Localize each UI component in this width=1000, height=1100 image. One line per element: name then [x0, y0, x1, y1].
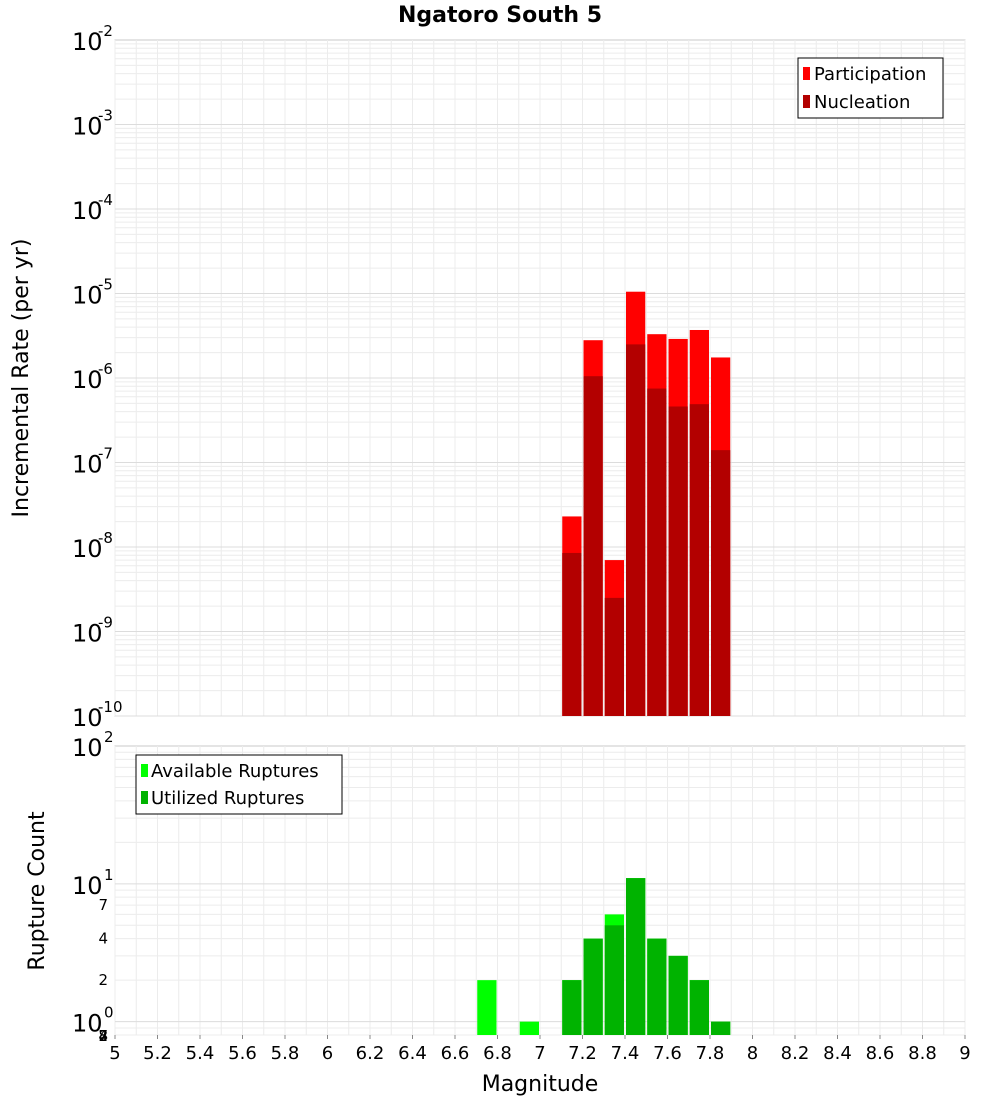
x-tick-label: 8.8 [908, 1043, 937, 1064]
bottom-y-tick-exponent: 0 [104, 1004, 114, 1022]
top-y-tick-base: 10 [72, 366, 103, 394]
top-y-tick-base: 10 [72, 113, 103, 141]
utilized-ruptures-bar [626, 878, 646, 1035]
bottom-y-minor-tick: 2 [98, 1027, 108, 1045]
legend-utilized-ruptures: Utilized Ruptures [151, 788, 304, 809]
legend-participation: Participation [814, 64, 926, 85]
x-tick-label: 8.6 [866, 1043, 895, 1064]
bottom-y-minor-tick: 7 [98, 896, 108, 914]
top-y-tick-base: 10 [72, 535, 103, 563]
x-tick-label: 6.6 [441, 1043, 470, 1064]
utilized-ruptures-bar [562, 980, 582, 1035]
bottom-y-minor-tick: 8 [98, 1027, 108, 1045]
bottom-y-tick-base: 10 [72, 872, 103, 900]
x-tick-label: 8 [747, 1043, 758, 1064]
bottom-legend: Available Ruptures Utilized Ruptures [135, 754, 343, 815]
bottom-bars [477, 878, 731, 1035]
top-y-tick-exponent: -5 [98, 276, 113, 294]
top-y-tick-exponent: -4 [98, 191, 113, 209]
top-legend: Participation Nucleation [797, 57, 944, 119]
bottom-y-tick-exponent: 2 [104, 728, 114, 746]
utilized-ruptures-bar [668, 955, 688, 1035]
top-y-ticks: 10-210-310-410-510-610-710-810-910-10 [72, 22, 123, 732]
x-tick-label: 5.8 [271, 1043, 300, 1064]
x-tick-label: 8.2 [781, 1043, 810, 1064]
x-tick-label: 5.2 [143, 1043, 172, 1064]
utilized-ruptures-bar [647, 938, 667, 1035]
top-y-tick-exponent: -8 [98, 529, 113, 547]
top-y-tick-exponent: -10 [98, 698, 123, 716]
x-tick-label: 7.8 [696, 1043, 725, 1064]
x-tick-label: 6 [322, 1043, 333, 1064]
top-grid [114, 40, 966, 717]
available-ruptures-bar [477, 980, 497, 1035]
top-legend-box [797, 57, 944, 119]
bottom-legend-box [135, 754, 343, 815]
utilized-swatch [141, 791, 148, 804]
x-tick-label: 5 [109, 1043, 120, 1064]
x-tick-label: 6.2 [356, 1043, 385, 1064]
bottom-y-tick-base: 10 [72, 1010, 103, 1038]
top-y-tick-exponent: -7 [98, 445, 113, 463]
nucleation-bar [604, 597, 624, 716]
legend-nucleation: Nucleation [814, 92, 910, 113]
top-y-tick-base: 10 [72, 282, 103, 310]
bottom-y-tick-base: 10 [72, 734, 103, 762]
top-y-tick-base: 10 [72, 28, 103, 56]
x-tick-label: 6.8 [483, 1043, 512, 1064]
top-y-tick-exponent: -6 [98, 360, 113, 378]
top-y-tick-base: 10 [72, 620, 103, 648]
bottom-y-minor-tick: 4 [98, 1027, 108, 1045]
nucleation-bar [689, 404, 709, 716]
available-ruptures-bar [519, 1021, 539, 1035]
top-bars [562, 291, 731, 716]
bottom-y-minor-tick: 7 [98, 1027, 108, 1045]
top-y-tick-exponent: -9 [98, 614, 113, 632]
nucleation-swatch [803, 95, 810, 108]
x-ticks: 5 5.2 5.4 5.6 5.8 6 6.2 6.4 6.6 6.8 7 7.2 7.4 7.6 7.8 8… [109, 1035, 971, 1064]
x-tick-label: 5.4 [186, 1043, 215, 1064]
chart-title: Ngatoro South 5 [398, 3, 602, 28]
top-y-tick-base: 10 [72, 451, 103, 479]
x-tick-label: 9 [959, 1043, 970, 1064]
participation-swatch [803, 67, 810, 80]
bottom-y-minor-tick: 4 [98, 930, 108, 948]
bottom-y-tick-exponent: 1 [104, 866, 114, 884]
x-tick-label: 8.4 [823, 1043, 852, 1064]
utilized-ruptures-bar [711, 1021, 731, 1035]
x-axis-title: Magnitude [482, 1072, 599, 1097]
bottom-y-minor-tick: 2 [98, 971, 108, 989]
legend-available-ruptures: Available Ruptures [151, 761, 319, 782]
top-y-axis-title: Incremental Rate (per yr) [9, 239, 34, 518]
nucleation-bar [647, 388, 667, 716]
available-swatch [141, 764, 148, 777]
nucleation-bar [583, 376, 603, 716]
nucleation-bar [562, 552, 582, 716]
x-tick-label: 6.4 [398, 1043, 427, 1064]
incremental-rate-panel: 10-210-310-410-510-610-710-810-910-10 In… [9, 22, 966, 732]
utilized-ruptures-bar [583, 938, 603, 1035]
utilized-ruptures-bar [689, 980, 709, 1035]
x-tick-label: 5.6 [228, 1043, 257, 1064]
nucleation-bar [711, 450, 731, 716]
x-tick-label: 7.4 [611, 1043, 640, 1064]
x-tick-label: 7.2 [568, 1043, 597, 1064]
top-y-tick-exponent: -3 [98, 107, 113, 125]
utilized-ruptures-bar [604, 925, 624, 1035]
x-tick-label: 7 [534, 1043, 545, 1064]
nucleation-bar [668, 406, 688, 716]
x-tick-label: 7.6 [653, 1043, 682, 1064]
top-y-tick-base: 10 [72, 704, 103, 732]
nucleation-bar [626, 344, 646, 716]
top-y-tick-exponent: -2 [98, 22, 113, 40]
top-y-tick-base: 10 [72, 197, 103, 225]
bottom-y-axis-title: Rupture Count [25, 811, 50, 971]
